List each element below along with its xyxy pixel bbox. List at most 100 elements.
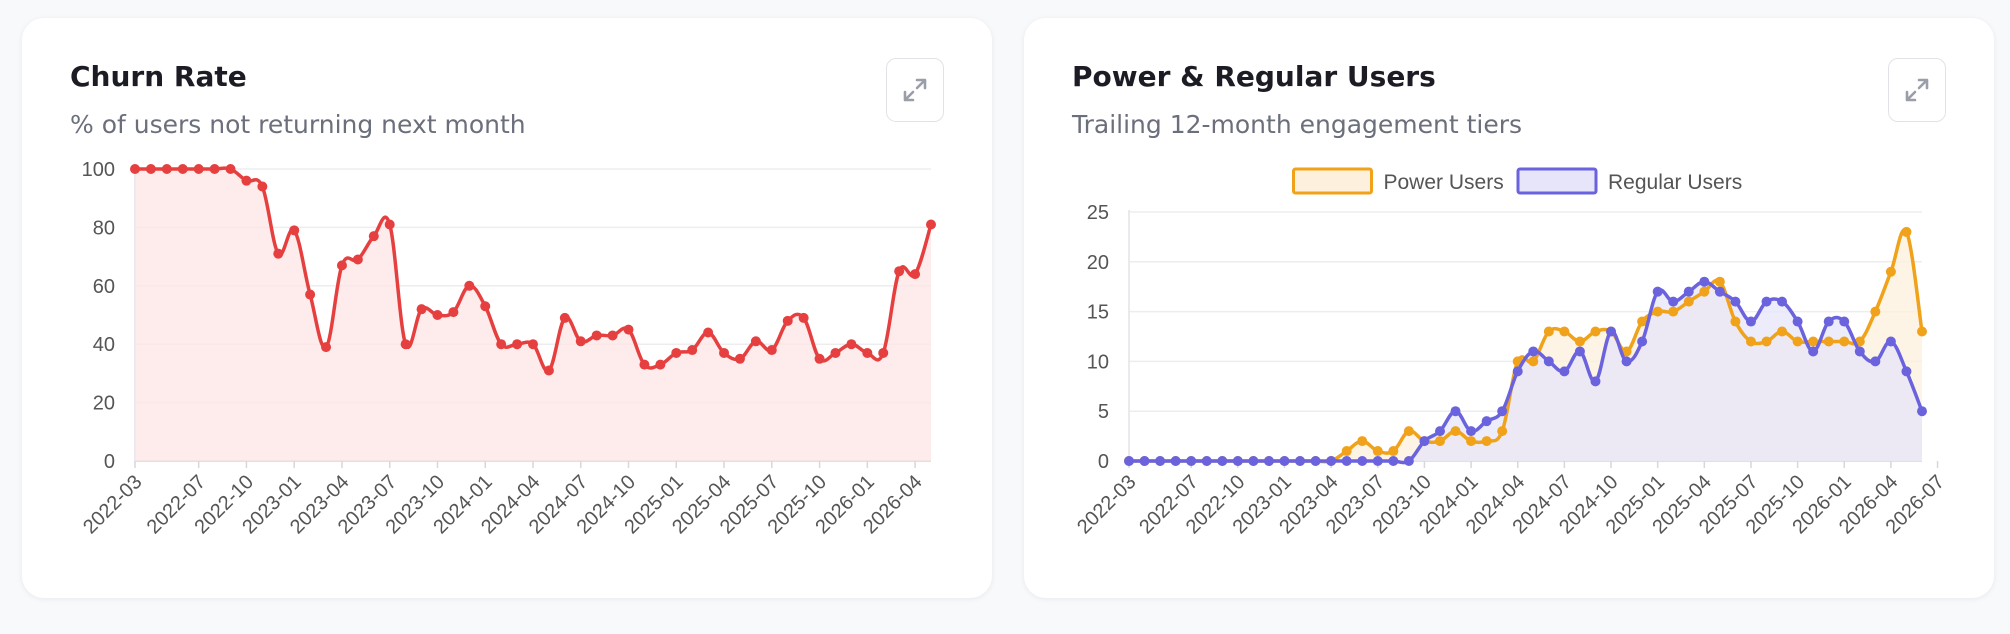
data-point — [1559, 366, 1570, 377]
data-point — [782, 315, 793, 326]
data-point — [623, 324, 634, 335]
data-point — [1823, 336, 1834, 347]
x-tick-label: 2022-03 — [1073, 471, 1140, 538]
data-point — [591, 330, 602, 341]
data-point — [1777, 326, 1788, 337]
data-point — [1714, 276, 1725, 287]
data-point — [1823, 316, 1834, 327]
data-point — [1699, 276, 1710, 287]
data-point — [894, 266, 905, 277]
data-point — [1466, 436, 1477, 447]
data-point — [416, 304, 427, 315]
y-tick-label: 0 — [104, 451, 115, 473]
data-point — [1481, 416, 1492, 427]
expand-icon — [1905, 78, 1929, 102]
data-point — [1263, 456, 1274, 466]
data-point — [1543, 356, 1554, 367]
data-point — [1808, 346, 1819, 357]
data-point — [193, 164, 204, 174]
data-point — [543, 365, 554, 376]
data-point — [1450, 406, 1461, 417]
power-regular-users-chart: 05101520252022-032022-072022-102023-0120… — [1073, 167, 1949, 538]
data-point — [1714, 286, 1725, 297]
data-point — [1372, 456, 1383, 466]
data-point — [1839, 316, 1850, 327]
x-tick-label: 2022-03 — [79, 471, 146, 538]
data-point — [321, 342, 332, 353]
data-point — [1279, 456, 1290, 466]
data-point — [1528, 346, 1539, 357]
data-point — [703, 327, 714, 338]
data-point — [734, 353, 745, 364]
data-point — [1186, 456, 1197, 466]
y-tick-label: 80 — [93, 217, 115, 239]
data-point — [1885, 336, 1896, 347]
data-point — [241, 175, 252, 186]
data-point — [1217, 456, 1228, 466]
data-point — [480, 301, 491, 312]
data-point — [1637, 316, 1648, 327]
data-point — [1543, 326, 1554, 337]
expand-icon — [903, 78, 927, 102]
data-point — [1450, 426, 1461, 437]
data-point — [1808, 336, 1819, 347]
data-point — [1139, 456, 1150, 466]
data-point — [766, 345, 777, 356]
data-point — [257, 181, 268, 192]
data-point — [384, 219, 395, 230]
data-point — [1870, 306, 1881, 317]
data-point — [305, 289, 316, 300]
expand-button[interactable] — [886, 58, 944, 122]
data-point — [1232, 456, 1243, 466]
data-point — [1885, 266, 1896, 277]
y-tick-label: 20 — [1087, 252, 1109, 274]
y-tick-label: 40 — [93, 334, 115, 356]
data-point — [432, 310, 443, 320]
data-point — [1357, 456, 1368, 466]
legend-label: Regular Users — [1608, 171, 1742, 194]
data-point — [273, 248, 284, 259]
data-point — [1341, 456, 1352, 466]
data-point — [862, 347, 873, 358]
data-point — [1497, 406, 1508, 417]
data-point — [1372, 446, 1383, 457]
data-point — [336, 260, 347, 271]
data-point — [1574, 336, 1585, 347]
data-point — [1357, 436, 1368, 447]
y-tick-label: 60 — [93, 276, 115, 298]
data-point — [1403, 426, 1414, 437]
data-point — [1528, 356, 1539, 367]
data-point — [846, 339, 857, 350]
data-point — [289, 225, 300, 236]
data-point — [1652, 286, 1663, 297]
expand-button[interactable] — [1888, 58, 1946, 122]
data-point — [1310, 456, 1321, 466]
data-point — [1839, 336, 1850, 347]
data-point — [496, 339, 507, 350]
legend-label: Power Users — [1384, 171, 1504, 194]
data-point — [1792, 336, 1803, 347]
legend-swatch — [1516, 167, 1598, 195]
data-point — [814, 353, 825, 364]
y-tick-label: 15 — [1087, 302, 1109, 324]
data-point — [1901, 226, 1912, 237]
data-point — [1512, 366, 1523, 377]
data-point — [1761, 296, 1772, 307]
data-point — [145, 164, 156, 174]
data-point — [1621, 356, 1632, 367]
data-point — [512, 339, 523, 350]
data-point — [575, 336, 586, 347]
churn-rate-card: Churn Rate % of users not returning next… — [22, 18, 992, 598]
data-point — [1745, 336, 1756, 347]
data-point — [1124, 456, 1134, 466]
data-point — [225, 164, 236, 174]
data-point — [368, 231, 379, 242]
data-point — [448, 307, 459, 318]
data-point — [910, 269, 921, 280]
data-point — [528, 339, 538, 350]
data-point — [1590, 376, 1601, 387]
data-point — [1730, 316, 1741, 327]
data-point — [1683, 286, 1694, 297]
data-point — [1326, 456, 1337, 466]
data-point — [607, 330, 618, 341]
